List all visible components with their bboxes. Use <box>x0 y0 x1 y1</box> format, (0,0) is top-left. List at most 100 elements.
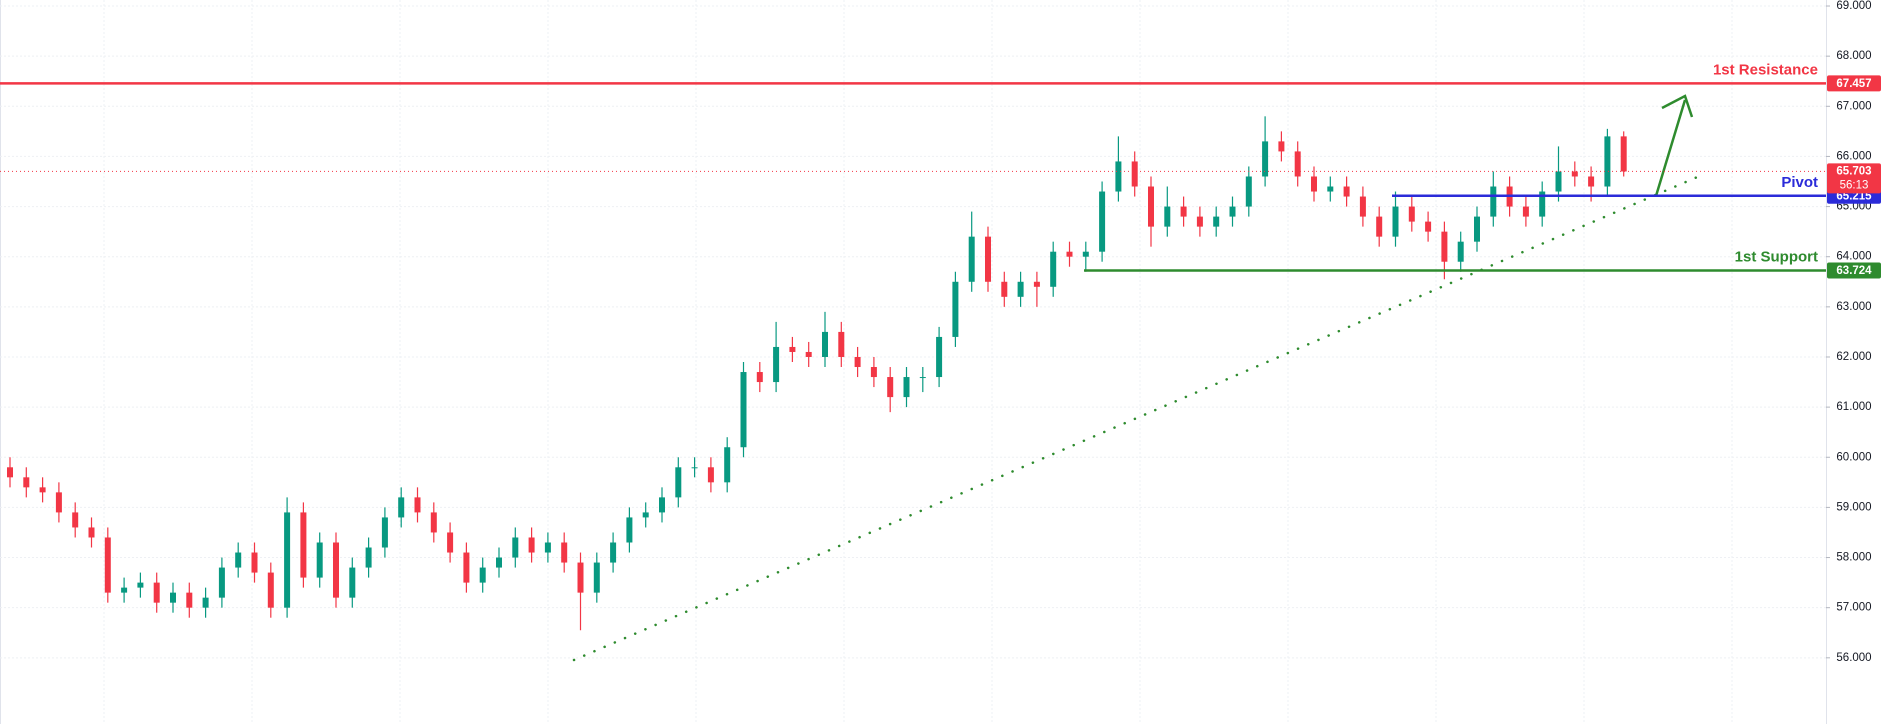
candle-body <box>1327 186 1334 192</box>
candle-body <box>822 331 828 357</box>
candle-body <box>170 592 176 603</box>
y-tick-label: 56.000 <box>1836 652 1871 664</box>
candle-body <box>1066 251 1073 257</box>
candle-body <box>365 547 372 568</box>
candle-body <box>137 582 144 588</box>
level-label: 1st Support <box>1735 249 1818 266</box>
candle-body <box>1359 196 1366 217</box>
candle-body <box>55 492 62 513</box>
candle-body <box>1311 176 1317 192</box>
candle-body <box>691 467 698 469</box>
candle-body <box>1082 251 1089 257</box>
candle-body <box>381 517 388 548</box>
candle-body <box>1294 151 1301 177</box>
last-price-badge <box>1827 163 1881 194</box>
candle-body <box>1099 191 1106 252</box>
candle-body <box>1001 281 1008 297</box>
candle-body <box>1343 186 1350 197</box>
projection-arrow <box>1654 94 1694 197</box>
candle-body <box>1522 206 1529 217</box>
candle-body <box>936 336 943 378</box>
candle-body <box>1474 216 1480 242</box>
y-tick-label: 68.000 <box>1836 50 1871 62</box>
level-badge <box>1827 75 1881 92</box>
candle-body <box>1376 216 1383 237</box>
candle-body <box>1604 136 1611 187</box>
candle-body <box>740 372 747 448</box>
candle-body <box>1229 206 1236 217</box>
candle-body <box>577 562 584 593</box>
candle-body <box>952 281 959 337</box>
candle-body <box>773 346 780 383</box>
candle-body <box>414 497 421 513</box>
candle-body <box>23 477 30 488</box>
candle-body <box>610 542 617 563</box>
candle-body <box>316 542 323 578</box>
candle-body <box>333 542 339 598</box>
candle-body <box>985 236 991 282</box>
candle-body <box>202 597 209 608</box>
level-label: 1st Resistance <box>1713 61 1818 78</box>
candle-body <box>838 331 845 357</box>
candle-body <box>1425 221 1432 232</box>
y-tick-label: 61.000 <box>1836 401 1871 413</box>
candle-body <box>1457 241 1464 262</box>
candle-body <box>707 467 714 483</box>
candle-body <box>7 467 13 478</box>
candle-body <box>251 552 258 573</box>
candle-body <box>919 377 926 379</box>
candle-body <box>1245 176 1252 207</box>
y-tick-label: 59.000 <box>1836 501 1871 513</box>
levels: 1st Resistance Pivot 1st Support <box>0 61 1826 272</box>
y-tick-label: 63.000 <box>1836 301 1871 313</box>
candle-body <box>186 592 193 608</box>
y-tick-label: 57.000 <box>1836 602 1871 614</box>
candle-body <box>104 537 111 593</box>
candle-body <box>870 367 877 378</box>
candle-body <box>1033 281 1040 287</box>
candle-body <box>561 542 568 563</box>
countdown-label: 56:13 <box>1840 179 1869 191</box>
candle-body <box>724 447 731 483</box>
candle-body <box>1392 206 1399 237</box>
last-price-label: 65.703 <box>1836 165 1871 177</box>
candle-body <box>1555 171 1562 192</box>
candle-body <box>479 567 486 583</box>
candle-body <box>1408 206 1415 222</box>
candle-body <box>1441 231 1448 262</box>
level-badge-label: 63.724 <box>1836 265 1872 277</box>
y-tick-label: 69.000 <box>1836 0 1871 12</box>
candle-body <box>593 562 600 593</box>
arrow-head <box>1661 94 1694 118</box>
candle-body <box>903 377 910 398</box>
candle-body <box>854 356 861 368</box>
candle-body <box>528 537 535 553</box>
level-badge <box>1827 262 1881 279</box>
candle-body <box>626 517 633 543</box>
candle-body <box>1620 136 1627 172</box>
candle-body <box>1278 141 1285 152</box>
candle-body <box>235 552 242 568</box>
candle-body <box>218 567 225 598</box>
candle-body <box>121 587 128 593</box>
candle-body <box>1588 176 1595 187</box>
candle-body <box>72 512 79 528</box>
candle-body <box>88 527 95 538</box>
candle-body <box>675 467 682 498</box>
candle-body <box>968 236 975 282</box>
candles <box>7 116 1627 631</box>
y-tick-label: 67.000 <box>1836 100 1871 112</box>
candle-body <box>1148 186 1154 227</box>
arrow-shaft <box>1654 99 1687 197</box>
candle-body <box>1539 191 1546 217</box>
candle-body <box>887 377 894 398</box>
price-axis: 56.000 57.000 58.000 59.000 60.000 61.000 62.0… <box>1826 0 1881 664</box>
candle-body <box>267 572 274 608</box>
y-tick-label: 58.000 <box>1836 552 1871 564</box>
y-tick-label: 60.000 <box>1836 451 1871 463</box>
candle-body <box>642 512 649 518</box>
level-badge-label: 67.457 <box>1836 78 1871 90</box>
candle-body <box>512 537 519 558</box>
